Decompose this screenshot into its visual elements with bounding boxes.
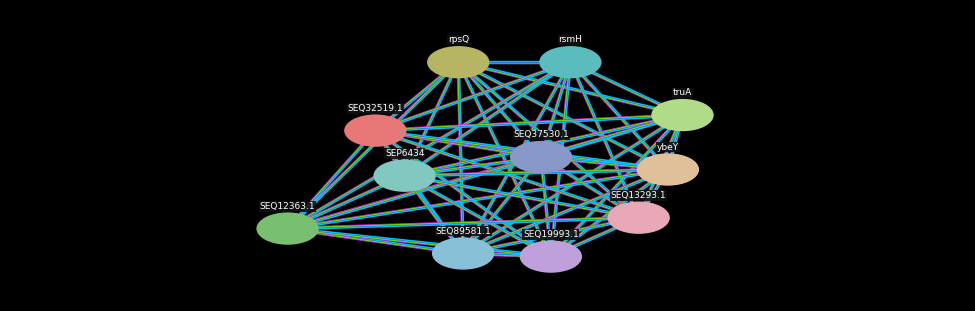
Ellipse shape — [373, 160, 436, 192]
Text: rsmH: rsmH — [559, 35, 582, 44]
Ellipse shape — [510, 141, 572, 173]
Text: SEQ89581.1: SEQ89581.1 — [435, 227, 491, 236]
Text: SEQ12363.1: SEQ12363.1 — [259, 202, 316, 211]
Text: SEP6434: SEP6434 — [385, 149, 424, 158]
Text: SEQ13293.1: SEQ13293.1 — [610, 191, 667, 200]
Ellipse shape — [607, 202, 670, 234]
Text: SEQ32519.1: SEQ32519.1 — [347, 104, 404, 113]
Ellipse shape — [539, 46, 602, 78]
Text: SEQ37530.1: SEQ37530.1 — [513, 130, 569, 139]
Ellipse shape — [432, 237, 494, 270]
Text: SEQ19993.1: SEQ19993.1 — [523, 230, 579, 239]
Ellipse shape — [256, 212, 319, 245]
Ellipse shape — [344, 114, 407, 147]
Ellipse shape — [427, 46, 489, 78]
Ellipse shape — [520, 240, 582, 273]
Text: rpsQ: rpsQ — [448, 35, 469, 44]
Text: ybeY: ybeY — [657, 143, 679, 152]
Ellipse shape — [637, 153, 699, 186]
Text: truA: truA — [673, 88, 692, 97]
Ellipse shape — [651, 99, 714, 131]
